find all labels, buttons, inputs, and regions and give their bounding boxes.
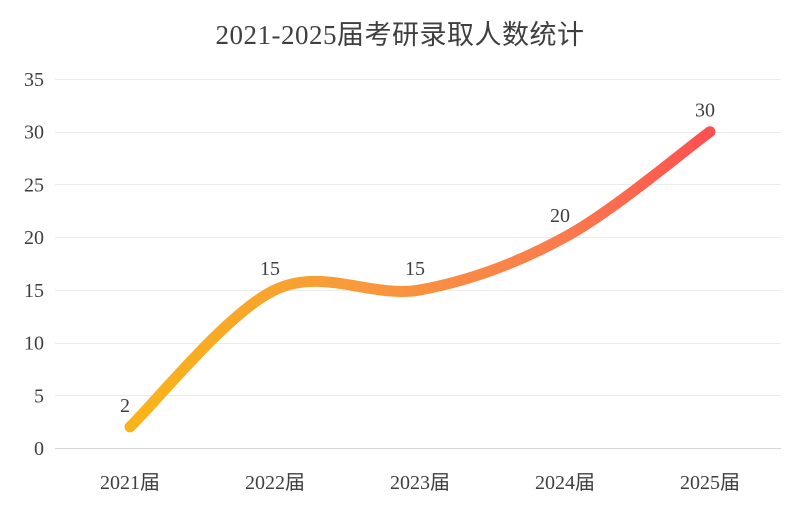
x-axis-category-label: 2025届 [680, 472, 740, 494]
data-point-label: 20 [550, 205, 570, 227]
x-axis-category-label: 2024届 [535, 472, 595, 494]
y-axis-tick-label: 20 [24, 227, 44, 249]
trend-line [124, 126, 716, 433]
data-point-label: 30 [695, 100, 715, 122]
data-point-label: 15 [260, 258, 280, 280]
y-axis-tick-label: 25 [24, 174, 44, 196]
x-axis-category-label: 2021届 [100, 472, 160, 494]
x-axis-category-label: 2023届 [390, 472, 450, 494]
data-point-label: 15 [405, 258, 425, 280]
y-axis-tick-label: 35 [24, 69, 44, 91]
data-point-label: 2 [120, 395, 130, 417]
chart-title: 2021-2025届考研录取人数统计 [215, 20, 585, 50]
y-axis-tick-label: 30 [24, 122, 44, 144]
x-axis-category-label: 2022届 [245, 472, 305, 494]
y-axis-tick-label: 5 [34, 385, 44, 407]
y-axis-tick-label: 10 [24, 333, 44, 355]
y-axis-tick-label: 0 [34, 438, 44, 460]
y-axis-tick-label: 15 [24, 280, 44, 302]
